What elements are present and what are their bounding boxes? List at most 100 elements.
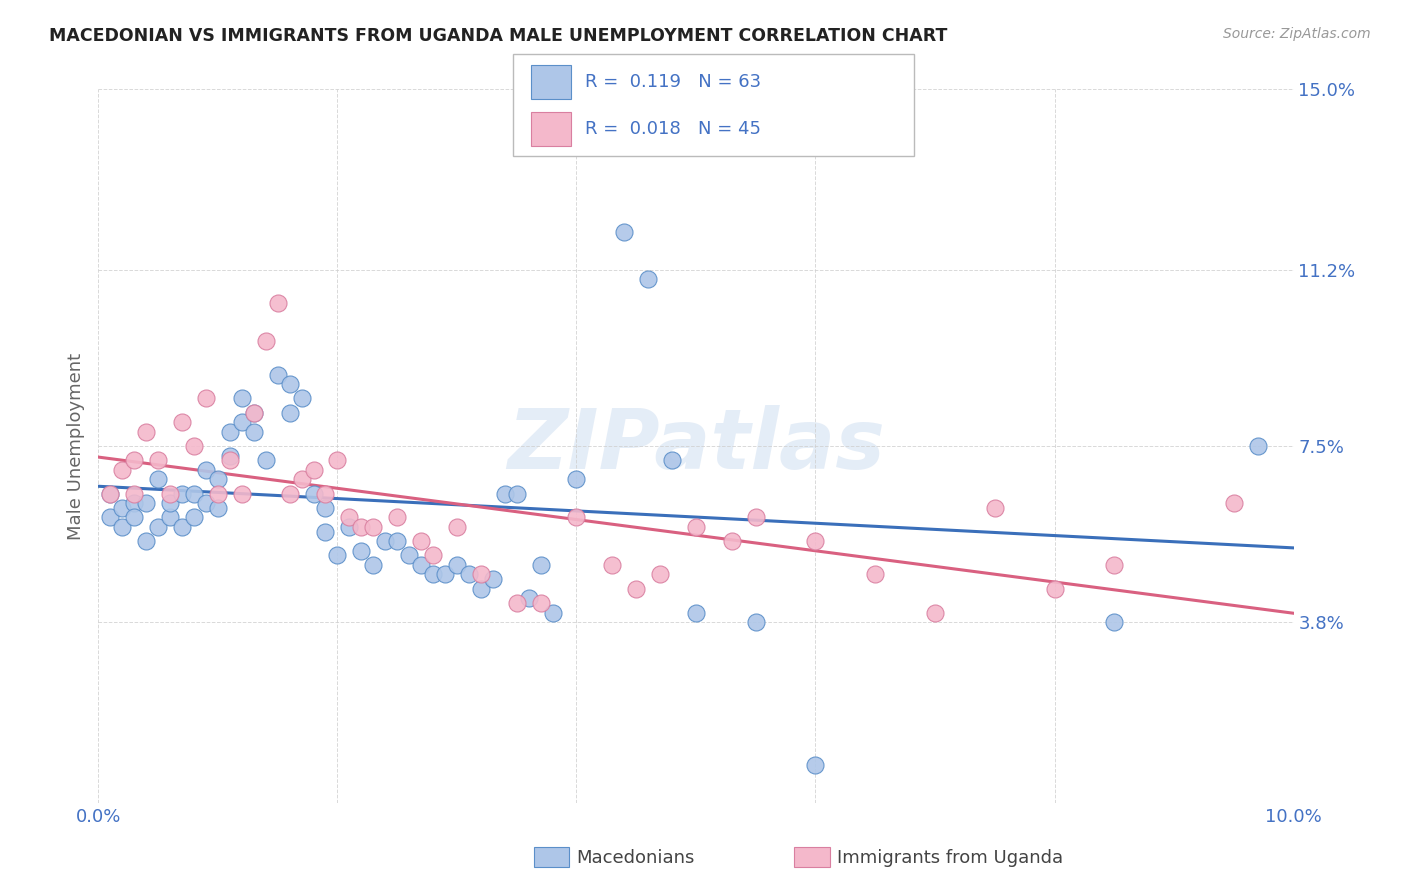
Point (984, 500, 1007, 515)
Point (339, 520, 361, 534)
Point (278, 377, 301, 392)
Point (865, 567, 887, 582)
Point (254, 334, 277, 349)
Point (506, 596, 529, 610)
Point (446, 520, 468, 534)
Text: R =  0.119   N = 63: R = 0.119 N = 63 (585, 73, 761, 91)
Point (470, 582, 492, 596)
Point (458, 567, 481, 582)
Point (278, 406, 301, 420)
Point (98, 486, 122, 500)
Point (494, 486, 516, 500)
Point (254, 453, 277, 467)
Point (363, 558, 385, 572)
Point (243, 425, 266, 439)
Point (183, 486, 205, 500)
Point (398, 549, 420, 563)
Point (243, 406, 266, 420)
Text: Source: ZipAtlas.com: Source: ZipAtlas.com (1223, 27, 1371, 41)
Point (411, 558, 433, 572)
Point (745, 510, 768, 524)
Point (278, 486, 301, 500)
Text: Immigrants from Uganda: Immigrants from Uganda (837, 849, 1063, 867)
Point (613, 225, 636, 239)
Point (602, 558, 624, 572)
Point (315, 524, 337, 539)
Point (172, 486, 194, 500)
Point (302, 463, 325, 477)
Point (326, 453, 349, 467)
Point (804, 534, 827, 549)
Point (183, 510, 205, 524)
Point (195, 496, 218, 510)
Text: ZIPatlas: ZIPatlas (508, 406, 884, 486)
Point (183, 439, 205, 453)
Point (291, 392, 314, 406)
Point (924, 606, 946, 620)
Point (506, 486, 529, 500)
Point (267, 296, 290, 310)
Point (98, 486, 122, 500)
Point (159, 510, 181, 524)
Point (530, 596, 553, 610)
Point (350, 520, 373, 534)
Point (745, 615, 768, 629)
Point (339, 510, 361, 524)
Point (111, 520, 134, 534)
Point (207, 500, 229, 515)
Point (661, 453, 683, 467)
Point (650, 567, 672, 582)
Point (434, 567, 457, 582)
Text: Macedonians: Macedonians (576, 849, 695, 867)
Point (1104, 615, 1126, 629)
Text: R =  0.018   N = 45: R = 0.018 N = 45 (585, 120, 761, 138)
Point (219, 453, 242, 467)
Point (1247, 439, 1270, 453)
Point (148, 472, 170, 486)
Point (195, 463, 218, 477)
Point (1223, 496, 1246, 510)
Point (135, 534, 157, 549)
Point (422, 567, 444, 582)
Point (482, 572, 505, 586)
Point (124, 453, 146, 467)
Point (159, 496, 181, 510)
Point (124, 510, 146, 524)
Point (685, 606, 707, 620)
Point (315, 486, 337, 500)
Point (148, 453, 170, 467)
Point (195, 392, 218, 406)
Point (243, 406, 266, 420)
Text: MACEDONIAN VS IMMIGRANTS FROM UGANDA MALE UNEMPLOYMENT CORRELATION CHART: MACEDONIAN VS IMMIGRANTS FROM UGANDA MAL… (49, 27, 948, 45)
Point (589, 129, 612, 144)
Point (172, 520, 194, 534)
Point (517, 591, 540, 606)
Point (422, 549, 444, 563)
Point (326, 549, 349, 563)
Point (172, 415, 194, 429)
Point (231, 392, 253, 406)
Point (363, 520, 385, 534)
Point (685, 520, 707, 534)
Point (231, 486, 253, 500)
Point (1104, 558, 1126, 572)
Point (565, 510, 588, 524)
Point (565, 472, 588, 486)
Point (626, 582, 648, 596)
Y-axis label: Male Unemployment: Male Unemployment (66, 352, 84, 540)
Point (148, 520, 170, 534)
Point (541, 606, 564, 620)
Point (637, 272, 659, 286)
Point (302, 486, 325, 500)
Point (374, 534, 396, 549)
Point (124, 496, 146, 510)
Point (98, 510, 122, 524)
Point (446, 558, 468, 572)
Point (219, 449, 242, 463)
Point (291, 472, 314, 486)
Point (111, 500, 134, 515)
Point (135, 496, 157, 510)
Point (124, 486, 146, 500)
Point (804, 757, 827, 772)
Point (411, 534, 433, 549)
